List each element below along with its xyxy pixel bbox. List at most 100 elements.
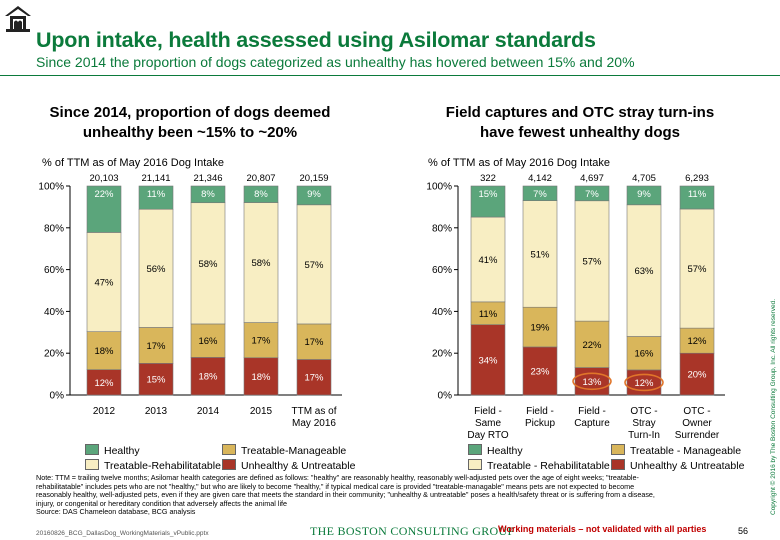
left-data-label: 11% — [147, 189, 166, 200]
right-legend-untreatable-label: Unhealthy & Untreatable — [630, 460, 744, 472]
left-data-label: 18% — [251, 372, 271, 383]
right-data-label: 11% — [479, 309, 498, 320]
left-x-category-label: 2015 — [250, 406, 273, 417]
left-y-tick-label: 20% — [44, 349, 64, 360]
right-x-category-label: Capture — [574, 418, 610, 429]
right-y-tick-label: 40% — [432, 307, 452, 318]
left-y-tick-label: 40% — [44, 307, 64, 318]
left-bar-total-label: 21,141 — [141, 173, 170, 184]
left-x-category-label: 2012 — [93, 406, 116, 417]
right-x-category-label: OTC - — [683, 406, 710, 417]
footnote: Note: TTM = trailing twelve months; Asil… — [36, 474, 726, 517]
left-bar-total-label: 20,103 — [89, 173, 118, 184]
right-x-category-label: Owner — [682, 418, 712, 429]
right-data-label: 23% — [530, 366, 550, 377]
left-data-label: 17% — [304, 373, 324, 384]
right-legend-healthy-swatch — [468, 444, 482, 455]
left-legend-rehab-swatch — [85, 459, 99, 470]
right-legend-rehab-swatch — [468, 459, 482, 470]
left-x-category-label: TTM as of — [291, 406, 336, 417]
left-data-label: 8% — [201, 189, 215, 200]
right-legend-manageable-swatch — [611, 444, 625, 455]
copyright-notice: Copyright © 2016 by The Boston Consultin… — [770, 299, 777, 515]
right-y-tick-label: 20% — [432, 349, 452, 360]
left-data-label: 58% — [198, 259, 218, 270]
right-data-label: 20% — [687, 370, 707, 381]
right-x-category-label: Field - — [526, 406, 554, 417]
left-legend-manageable-label: Treatable-Manageable — [241, 445, 346, 457]
right-legend-healthy-label: Healthy — [487, 445, 523, 457]
right-data-label: 51% — [530, 249, 550, 260]
left-data-label: 12% — [94, 378, 114, 389]
right-data-label: 9% — [637, 189, 651, 200]
left-bar-total-label: 20,159 — [299, 173, 328, 184]
left-bar-total-label: 20,807 — [246, 173, 275, 184]
left-y-tick-label: 80% — [44, 223, 64, 234]
left-legend-healthy-swatch — [85, 444, 99, 455]
right-legend-rehab-label: Treatable - Rehabilitatable — [487, 460, 610, 472]
left-data-label: 17% — [304, 337, 324, 348]
right-bar-total-label: 4,142 — [528, 173, 552, 184]
right-data-label: 13% — [582, 377, 602, 388]
right-x-category-label: Stray — [632, 418, 655, 429]
right-x-category-label: Surrender — [675, 430, 720, 441]
left-data-label: 16% — [198, 336, 218, 347]
left-legend-manageable-swatch — [222, 444, 236, 455]
right-data-label: 34% — [478, 355, 498, 366]
right-data-label: 16% — [634, 349, 654, 360]
left-data-label: 17% — [251, 336, 271, 347]
right-x-category-label: Pickup — [525, 418, 555, 429]
right-data-label: 63% — [634, 266, 654, 277]
right-data-label: 12% — [687, 336, 707, 347]
left-legend-untreatable-label: Unhealthy & Untreatable — [241, 460, 355, 472]
right-data-label: 7% — [585, 189, 599, 200]
right-x-category-label: Field - — [578, 406, 606, 417]
right-y-tick-label: 60% — [432, 265, 452, 276]
right-y-tick-label: 100% — [426, 182, 452, 193]
source-line: Source: DAS Chameleon database, BCG anal… — [36, 508, 726, 517]
right-data-label: 57% — [582, 256, 602, 267]
right-x-category-label: Same — [475, 418, 502, 429]
left-legend-rehab-label: Treatable-Rehabilitatable — [104, 460, 221, 472]
footer-filename: 20160826_BCG_DallasDog_WorkingMaterials_… — [36, 530, 209, 537]
bcg-logo: THE BOSTON CONSULTING GROUP — [310, 524, 514, 539]
right-legend-manageable-label: Treatable - Manageable — [630, 445, 741, 457]
left-legend-untreatable-swatch — [222, 459, 236, 470]
left-legend-healthy-label: Healthy — [104, 445, 140, 457]
left-x-category-label: May 2016 — [292, 418, 336, 429]
left-x-category-label: 2014 — [197, 406, 220, 417]
left-data-label: 15% — [146, 375, 166, 386]
left-data-label: 58% — [251, 258, 271, 269]
left-data-label: 22% — [94, 189, 114, 200]
left-bar-total-label: 21,346 — [193, 173, 222, 184]
right-data-label: 41% — [478, 255, 498, 266]
left-y-tick-label: 0% — [50, 391, 65, 402]
right-data-label: 15% — [478, 189, 498, 200]
left-data-label: 8% — [254, 189, 268, 200]
charts-canvas: 0% 20% 40% 60% 80% 100% 12% 18% 47% 22% 20,103 2012… — [0, 0, 780, 450]
left-data-label: 57% — [304, 260, 324, 271]
left-data-label: 47% — [94, 278, 114, 289]
right-bar-total-label: 4,697 — [580, 173, 604, 184]
right-x-category-label: Field - — [474, 406, 502, 417]
right-data-label: 12% — [634, 378, 654, 389]
page-number: 56 — [738, 526, 748, 536]
left-x-category-label: 2013 — [145, 406, 168, 417]
working-materials-note: Working materials – not validated with a… — [498, 524, 706, 534]
right-y-tick-label: 80% — [432, 223, 452, 234]
right-x-category-label: OTC - — [630, 406, 657, 417]
right-x-category-label: Turn-In — [628, 430, 660, 441]
right-bar-total-label: 322 — [480, 173, 496, 184]
left-data-label: 17% — [146, 341, 166, 352]
left-data-label: 18% — [94, 346, 114, 357]
right-bar-total-label: 6,293 — [685, 173, 709, 184]
right-data-label: 11% — [688, 189, 707, 200]
right-data-label: 19% — [530, 323, 550, 334]
left-y-tick-label: 100% — [38, 182, 64, 193]
right-data-label: 57% — [687, 264, 707, 275]
left-data-label: 18% — [198, 372, 218, 383]
left-y-tick-label: 60% — [44, 265, 64, 276]
right-x-category-label: Day RTO — [467, 430, 509, 441]
left-data-label: 56% — [146, 264, 166, 275]
right-bar-total-label: 4,705 — [632, 173, 656, 184]
